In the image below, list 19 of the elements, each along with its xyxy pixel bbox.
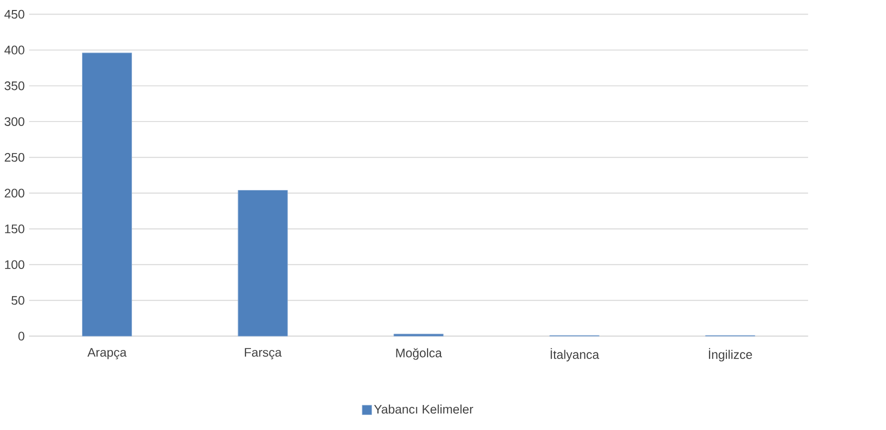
- y-tick-label: 350: [4, 81, 24, 90]
- y-tick-label: 150: [5, 224, 24, 234]
- bar: [82, 52, 132, 336]
- x-tick-label: İngilizce: [708, 348, 752, 362]
- x-tick-label: Moğolca: [396, 348, 442, 360]
- x-tick-label: İtalyanca: [550, 348, 600, 362]
- y-tick-label: 250: [4, 152, 24, 162]
- y-tick-label: 50: [12, 296, 24, 305]
- x-tick-label: Farsça: [244, 348, 282, 360]
- y-tick-label: 200: [4, 188, 24, 198]
- legend-label: Yabancı Kelimeler: [374, 404, 474, 414]
- y-tick-label: 450: [4, 10, 24, 18]
- y-tick-label: 100: [5, 260, 24, 269]
- y-tick-label: 400: [4, 45, 24, 54]
- y-tick-label: 300: [4, 116, 24, 126]
- bar: [238, 190, 288, 336]
- y-tick-label: 0: [18, 332, 24, 340]
- x-tick-label: Arapça: [87, 348, 127, 360]
- bar: [394, 334, 444, 336]
